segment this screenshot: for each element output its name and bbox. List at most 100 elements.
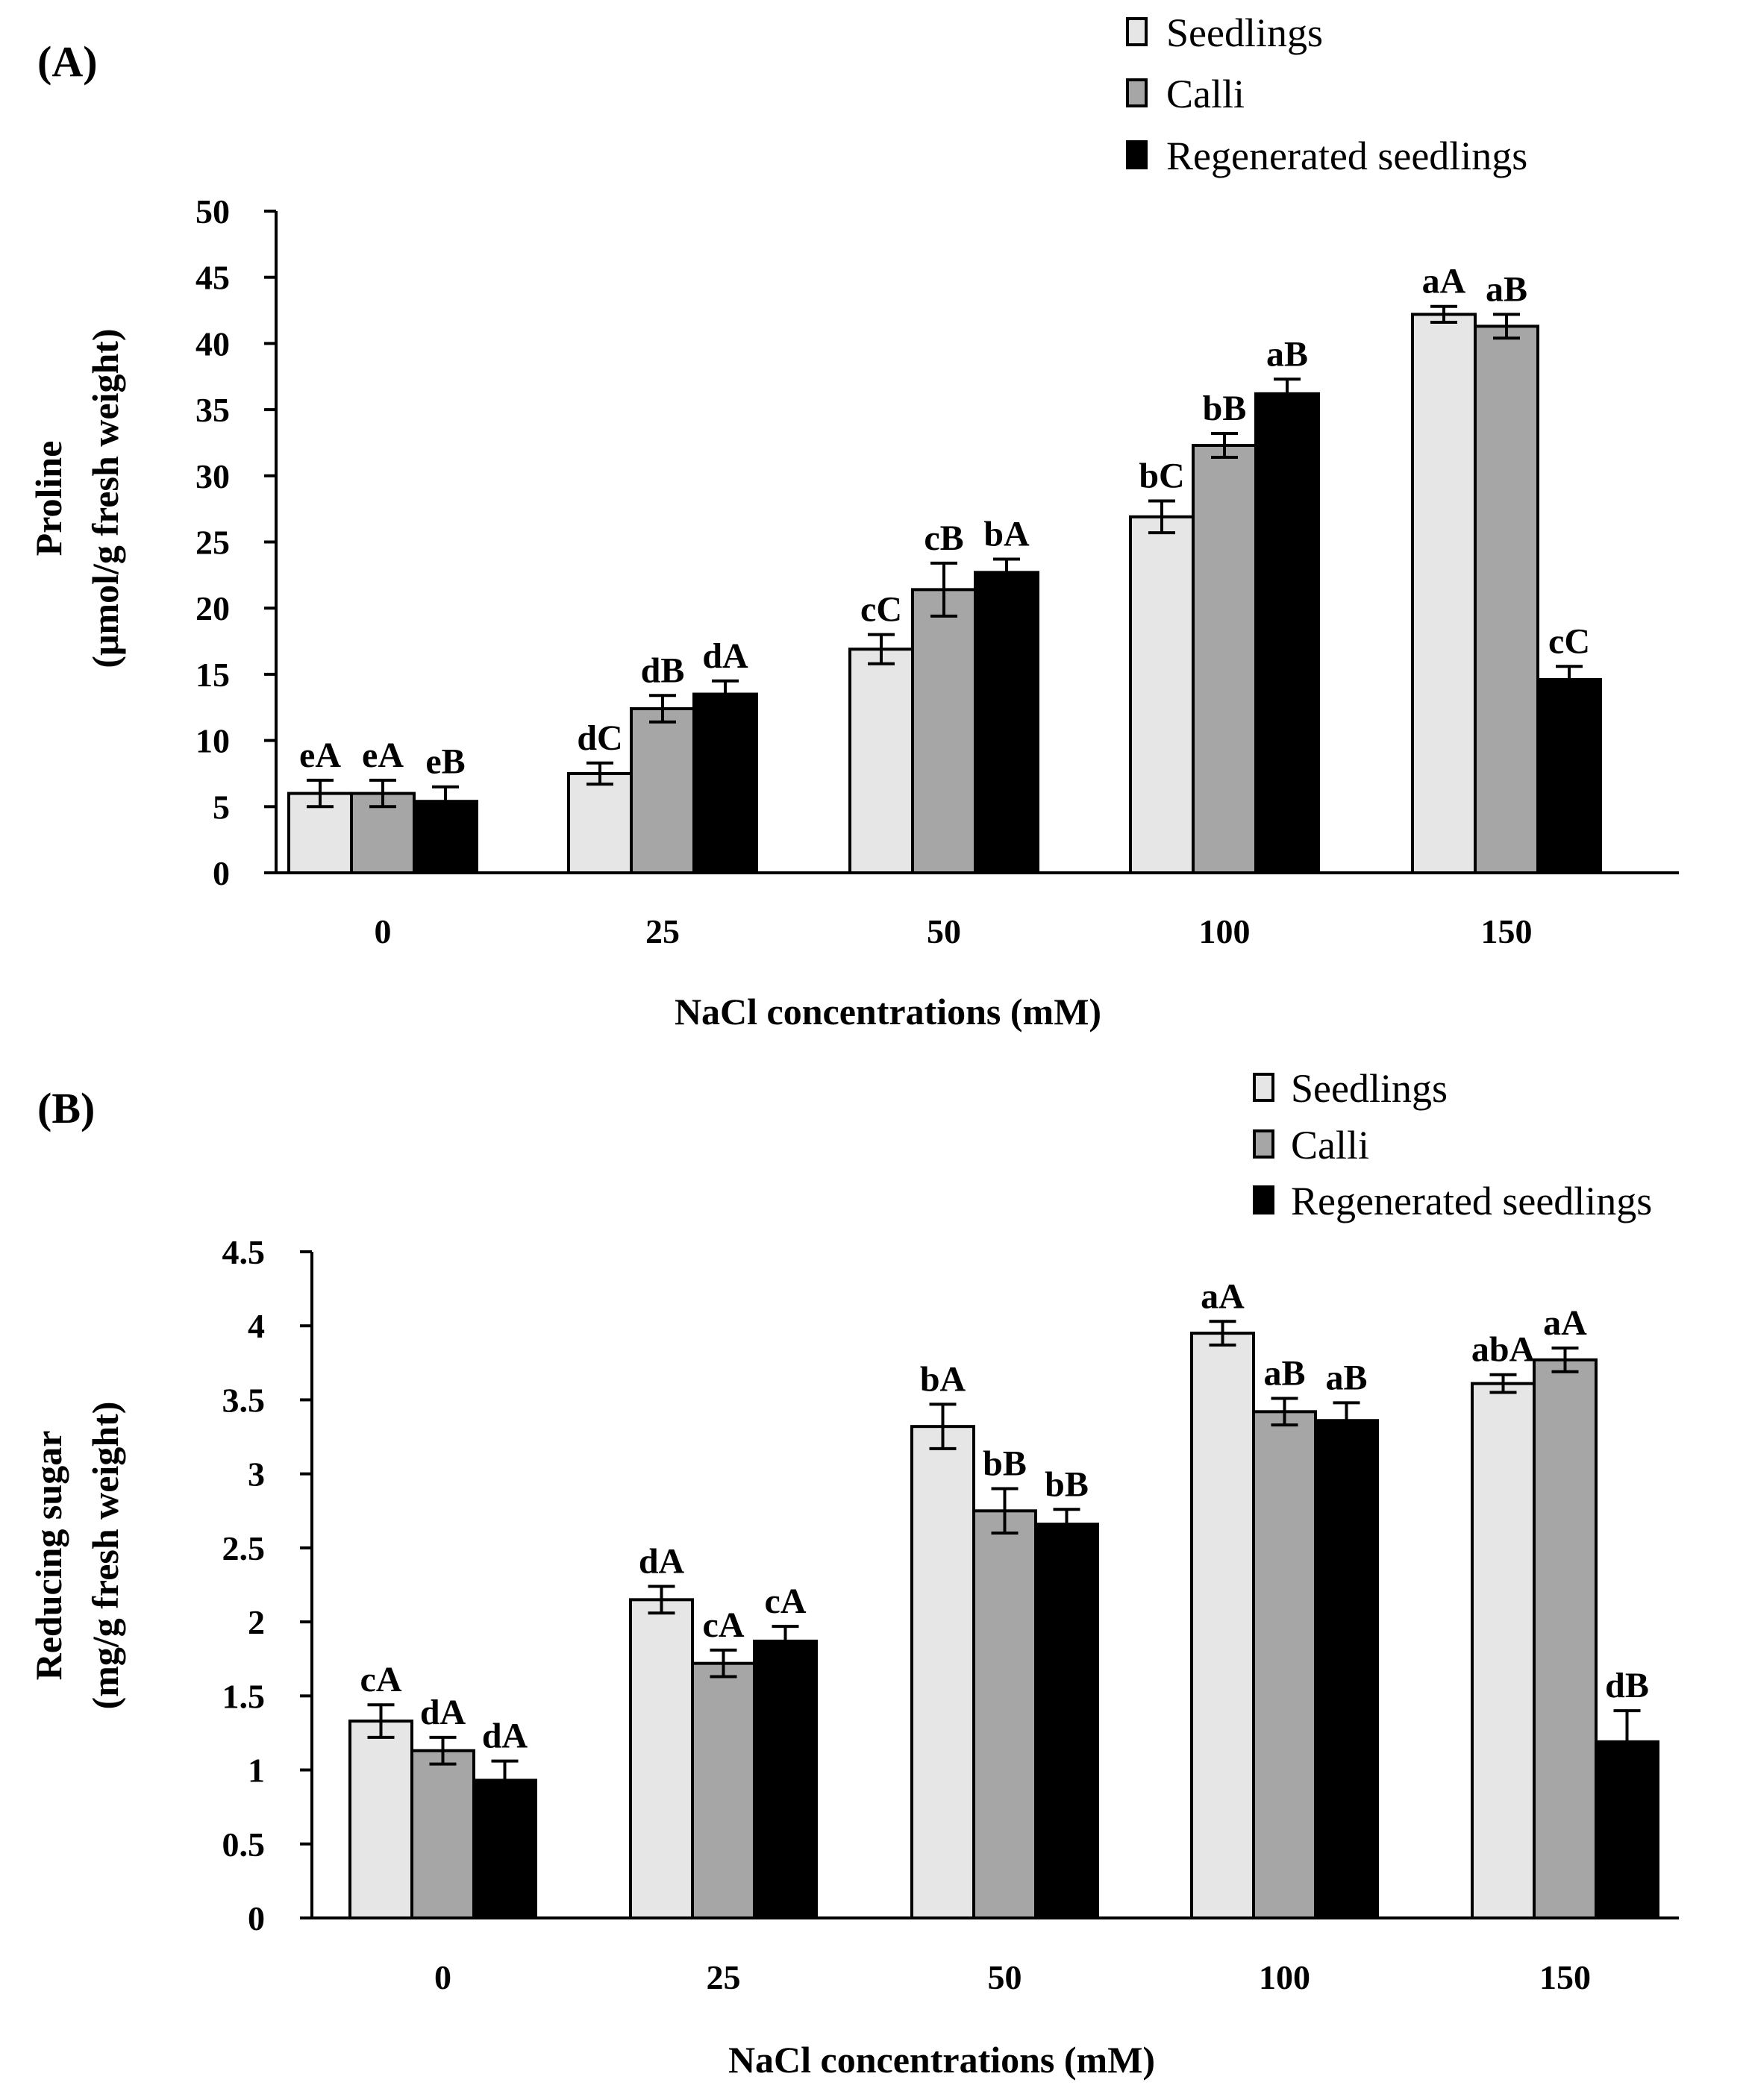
panel-b-bar-regenerated-seedlings-50 [1034,1523,1099,1920]
panel-a-x-axis-title: NaCl concentrations (mM) [675,991,1101,1032]
panel-a-legend: Seedlings Calli Regenerated seedlings [1126,10,1527,178]
panel-b-y-tick-label: 1.5 [222,1677,266,1715]
panel-b-bar-seedlings-25 [629,1598,694,1920]
panel-a-error-bar-regenerated-seedlings-25 [712,679,739,709]
panel-b-bar-seedlings-50 [910,1425,975,1919]
panel-a-significance-label-regenerated-seedlings-25: dA [702,636,748,676]
panel-b-error-bar-calli-25 [710,1648,737,1679]
panel-a-y-tick-label: 50 [195,192,230,231]
panel-a-significance-label-calli-50: cB [924,518,963,558]
panel-b-significance-label-seedlings-25: dA [639,1541,685,1581]
panel-a-error-bar-seedlings-0 [307,778,334,809]
panel-b-x-tick-label: 25 [707,1958,741,1996]
panel-a-significance-label-regenerated-seedlings-50: bA [983,515,1030,554]
panel-a-error-bar-calli-25 [649,694,676,724]
panel-b-error-bar-regenerated-seedlings-50 [1053,1508,1080,1540]
panel-a-x-tick-label: 50 [927,912,961,950]
panel-b-error-bar-regenerated-seedlings-25 [772,1625,799,1658]
panel-a-significance-label-regenerated-seedlings-0: eB [425,742,465,782]
panel-a-bar-seedlings-50 [848,648,914,874]
panel-a-bar-regenerated-seedlings-50 [974,571,1039,874]
panel-b-bar-calli-150 [1533,1358,1598,1920]
panel-a-x-tick-label: 100 [1199,912,1251,950]
panel-b-error-bar-seedlings-50 [929,1402,957,1450]
panel-b-x-axis-title: NaCl concentrations (mM) [728,2039,1155,2081]
panel-a-significance-label-seedlings-50: cC [860,590,902,630]
panel-b-y-axis-title-line1: Reducing sugar [28,1431,69,1681]
panel-a-y-axis-title-line2: (μmol/g fresh weight) [84,328,126,668]
panel-a-error-bar-seedlings-150 [1430,304,1457,325]
panel-a-significance-label-calli-150: aB [1486,269,1527,309]
panel-b-bar-seedlings-0 [348,1720,413,1919]
legend-swatch-regenerated-seedlings [1126,140,1148,169]
panel-a-bar-seedlings-100 [1129,515,1195,874]
panel-a-error-bar-calli-100 [1211,432,1238,459]
panel-a-error-bar-calli-50 [930,561,957,618]
panel-a-y-tick-label: 20 [195,589,230,627]
panel-a-bars: eA eA eB dC dB dA cC cB bA bC bB aB aA aB cC [287,262,1602,875]
panel-b-bar-seedlings-100 [1190,1332,1255,1919]
panel-b-label: (B) [37,1084,95,1132]
panel-b-bar-regenerated-seedlings-0 [472,1778,537,1920]
panel-a-y-tick-label: 0 [213,854,230,892]
panel-b-bar-regenerated-seedlings-100 [1314,1419,1379,1919]
panel-a-x-tick-label: 0 [375,912,392,950]
panel-a-x-tick-label: 150 [1481,912,1533,950]
panel-b-significance-label-calli-150: aA [1543,1303,1587,1343]
panel-b-significance-label-regenerated-seedlings-150: dB [1605,1666,1649,1705]
panel-b-y-tick-label: 1 [248,1752,265,1790]
legend-label-regenerated-seedlings: Regenerated seedlings [1291,1179,1652,1223]
legend-swatch-calli [1253,1129,1274,1159]
panel-a-y-tick-label: 5 [213,788,230,826]
panel-b-error-bar-calli-100 [1271,1397,1298,1427]
panel-a-label: (A) [37,37,98,86]
panel-b-bar-regenerated-seedlings-25 [753,1639,818,1920]
panel-a-x-tick-label: 25 [645,912,680,950]
panel-a-y-tick-label: 15 [195,656,230,694]
panel-a-significance-label-regenerated-seedlings-100: aB [1266,334,1308,374]
panel-a-error-bar-regenerated-seedlings-100 [1274,377,1301,410]
panel-b-bar-calli-0 [410,1749,475,1920]
legend-label-calli: Calli [1291,1123,1369,1167]
panel-b-error-bar-calli-50 [991,1487,1019,1535]
panel-a-y-tick-label: 35 [195,391,230,429]
panel-a-error-bar-seedlings-25 [586,761,613,786]
panel-b-y-tick-label: 2 [248,1603,265,1641]
panel-b-error-bar-calli-0 [429,1735,457,1766]
panel-a-significance-label-seedlings-0: eA [299,736,341,775]
panel-a-error-bar-regenerated-seedlings-50 [993,557,1020,588]
panel-a-bar-seedlings-150 [1411,313,1477,874]
panel-b-bar-calli-50 [972,1509,1037,1920]
legend-swatch-regenerated-seedlings [1253,1185,1274,1214]
panel-a-bar-seedlings-25 [567,771,633,874]
panel-b-y-tick-label: 3 [248,1455,265,1493]
panel-b-significance-label-calli-0: dA [420,1693,466,1732]
panel-a-significance-label-calli-25: dB [641,651,685,690]
legend-label-seedlings: Seedlings [1291,1066,1448,1111]
panel-a-y-tick-label: 10 [195,722,230,760]
panel-a-error-bar-seedlings-50 [868,633,895,665]
legend-label-regenerated-seedlings: Regenerated seedlings [1166,134,1527,178]
panel-a-bar-calli-150 [1474,325,1539,874]
panel-a-y-tick-label: 45 [195,259,230,297]
legend-label-calli: Calli [1166,72,1245,116]
panel-b-significance-label-regenerated-seedlings-25: cA [765,1582,807,1621]
panel-b-legend: Seedlings Calli Regenerated seedlings [1253,1066,1652,1223]
panel-a-y-ticks: 0 5 10 15 20 25 30 35 40 45 50 [195,192,276,892]
panel-b: (B) Seedlings Calli Regenerated seedling… [28,1066,1679,2081]
panel-a-significance-label-calli-100: bB [1203,389,1247,428]
panel-b-bar-calli-100 [1252,1410,1317,1919]
panel-a-error-bar-regenerated-seedlings-0 [432,785,459,818]
panel-a-significance-label-calli-0: eA [362,736,404,775]
panel-a-bar-regenerated-seedlings-25 [692,692,758,875]
panel-b-x-tick-label: 50 [988,1958,1022,1996]
panel-b-y-tick-label: 0 [248,1899,265,1937]
panel-a-y-tick-label: 40 [195,325,230,363]
panel-b-significance-label-calli-50: bB [983,1444,1027,1484]
panel-b-x-tick-label: 150 [1539,1958,1591,1996]
panel-b-y-tick-label: 4.5 [222,1233,266,1271]
panel-a-bar-calli-50 [911,588,977,874]
legend-swatch-seedlings [1126,17,1148,46]
panel-b-significance-label-calli-100: aB [1263,1353,1305,1393]
